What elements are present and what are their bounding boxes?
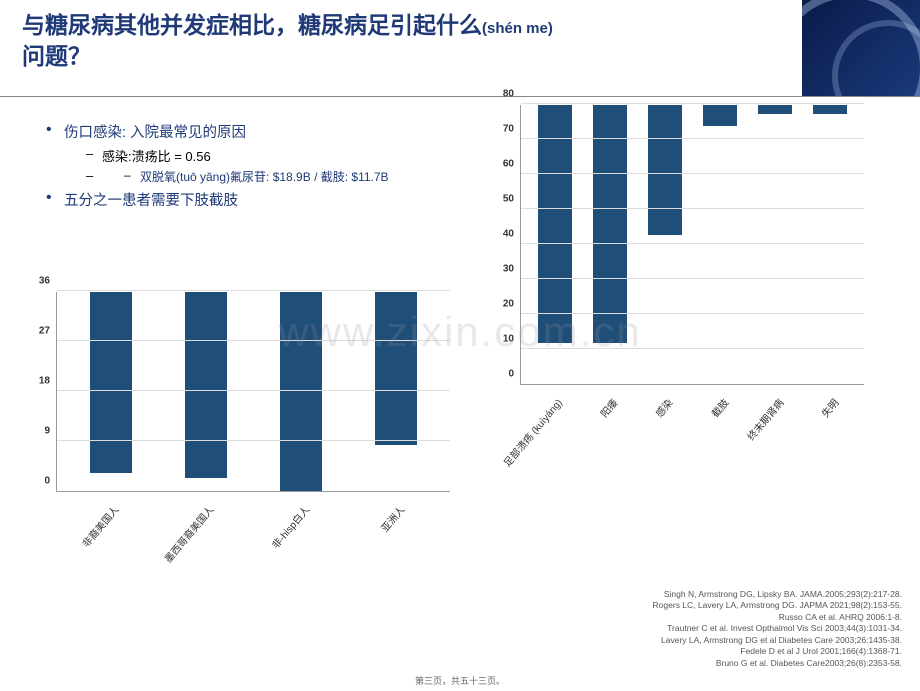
xlabel: 亚洲人	[377, 502, 408, 535]
decorative-arc-icon	[802, 0, 920, 96]
title-pinyin: (shén me)	[482, 20, 553, 37]
gridline	[521, 103, 864, 104]
gridline	[521, 138, 864, 139]
chartA-plot	[56, 292, 450, 492]
bar	[588, 105, 632, 384]
ytick: 36	[39, 276, 50, 287]
content: 伤口感染: 入院最常见的原因 感染:溃疡比 = 0.56 双脱氧(tuō yǎn…	[0, 105, 920, 492]
ytick: 10	[503, 334, 514, 345]
bullet-2: 五分之一患者需要下肢截肢	[46, 189, 476, 210]
gridline	[57, 440, 450, 441]
gridline	[521, 243, 864, 244]
xlabel: 截肢	[707, 395, 731, 420]
chartA-xlabels: 非裔美国人墨西哥裔美国人非-hisp白人亚洲人	[56, 496, 450, 506]
ref-line: Fedele D et al J Urol 2001;166(4):1368-7…	[653, 646, 902, 657]
bar	[177, 292, 235, 491]
bar-fill	[593, 105, 627, 343]
bar	[698, 105, 742, 384]
xlabel: 阳痿	[596, 395, 620, 420]
ref-line: Rogers LC, Lavery LA, Armstrong DG. JAPM…	[653, 600, 902, 611]
gridline	[521, 348, 864, 349]
ytick: 30	[503, 264, 514, 275]
bullet-1-text: 伤口感染: 入院最常见的原因	[64, 125, 246, 141]
ytick: 0	[508, 369, 514, 380]
bar-fill	[280, 292, 322, 491]
bar-fill	[375, 292, 417, 445]
xlabel: 非-hisp白人	[268, 502, 313, 551]
bar-fill	[703, 105, 737, 126]
chartB-bars	[521, 105, 864, 384]
chartA-yaxis: 09182736	[26, 292, 54, 492]
bar	[272, 292, 330, 491]
ytick: 27	[39, 326, 50, 337]
gridline	[521, 278, 864, 279]
xlabel: 失明	[817, 395, 841, 420]
ref-line: Lavery LA, Armstrong DG et al Diabetes C…	[653, 635, 902, 646]
title-block: 与糖尿病其他并发症相比，糖尿病足引起什么(shén me) 问题？	[0, 0, 802, 80]
xlabel: 墨西哥裔美国人	[160, 502, 216, 565]
bullet-1: 伤口感染: 入院最常见的原因 感染:溃疡比 = 0.56 双脱氧(tuō yǎn…	[46, 121, 476, 185]
bar-fill	[758, 105, 792, 114]
xlabel: 非裔美国人	[78, 502, 122, 550]
ytick: 80	[503, 89, 514, 100]
ytick: 20	[503, 299, 514, 310]
ref-line: Singh N, Armstrong DG, Lipsky BA. JAMA.2…	[653, 589, 902, 600]
gridline	[57, 390, 450, 391]
gridline	[57, 340, 450, 341]
bar	[533, 105, 577, 384]
gridline	[521, 208, 864, 209]
ytick: 40	[503, 229, 514, 240]
chartA-bars	[57, 292, 450, 491]
title-l2: 问题？	[22, 43, 91, 69]
ytick: 18	[39, 376, 50, 387]
ref-line: Bruno G et al. Diabetes Care2003;26(8):2…	[653, 658, 902, 669]
bar	[753, 105, 797, 384]
sub2-item: 双脱氧(tuō yǎng)氟尿苷: $18.9B / 截肢: $11.7B	[124, 168, 476, 185]
chart-ethnicity: 09182736 非裔美国人墨西哥裔美国人非-hisp白人亚洲人	[26, 292, 456, 492]
bar-fill	[538, 105, 572, 343]
left-col: 伤口感染: 入院最常见的原因 感染:溃疡比 = 0.56 双脱氧(tuō yǎn…	[26, 111, 476, 492]
header: 与糖尿病其他并发症相比，糖尿病足引起什么(shén me) 问题？	[0, 0, 920, 97]
ytick: 0	[44, 476, 50, 487]
bar	[808, 105, 852, 384]
chart-complications: 01020304050607080 足部溃疡 (kuìyáng)阳痿感染截肢终末…	[490, 105, 870, 385]
ref-line: Trautner C et al. Invest Opthalmol Vis S…	[653, 623, 902, 634]
references: Singh N, Armstrong DG, Lipsky BA. JAMA.2…	[653, 589, 902, 669]
chartB-plot	[520, 105, 864, 385]
ytick: 60	[503, 159, 514, 170]
chartB-xlabels: 足部溃疡 (kuìyáng)阳痿感染截肢终末期肾病失明	[520, 389, 864, 399]
xlabel: 感染	[651, 395, 675, 420]
bar-fill	[648, 105, 682, 235]
page-title: 与糖尿病其他并发症相比，糖尿病足引起什么(shén me) 问题？	[22, 10, 802, 72]
gridline	[521, 313, 864, 314]
bullet-list: 伤口感染: 入院最常见的原因 感染:溃疡比 = 0.56 双脱氧(tuō yǎn…	[46, 121, 476, 210]
gridline	[521, 173, 864, 174]
bar	[367, 292, 425, 491]
bar	[643, 105, 687, 384]
page-footer: 第三页，共五十三页。	[0, 674, 920, 687]
sub1-item: 感染:溃疡比 = 0.56	[86, 146, 476, 165]
gridline	[57, 290, 450, 291]
chartB-yaxis: 01020304050607080	[490, 105, 518, 385]
ytick: 9	[44, 426, 50, 437]
bar	[82, 292, 140, 491]
right-col: 01020304050607080 足部溃疡 (kuìyáng)阳痿感染截肢终末…	[476, 111, 910, 492]
xlabel: 足部溃疡 (kuìyáng)	[499, 395, 565, 469]
sub-list-1: 感染:溃疡比 = 0.56 双脱氧(tuō yǎng)氟尿苷: $18.9B /…	[86, 146, 476, 185]
ytick: 70	[503, 124, 514, 135]
title-l1: 与糖尿病其他并发症相比，糖尿病足引起什么	[22, 12, 482, 38]
ytick: 50	[503, 194, 514, 205]
bar-fill	[90, 292, 132, 473]
xlabel: 终末期肾病	[743, 395, 787, 443]
ref-line: Russo CA et al. AHRQ 2006:1-8.	[653, 612, 902, 623]
bar-fill	[185, 292, 227, 478]
bar-fill	[813, 105, 847, 114]
sub1-item: 双脱氧(tuō yǎng)氟尿苷: $18.9B / 截肢: $11.7B	[86, 168, 476, 185]
